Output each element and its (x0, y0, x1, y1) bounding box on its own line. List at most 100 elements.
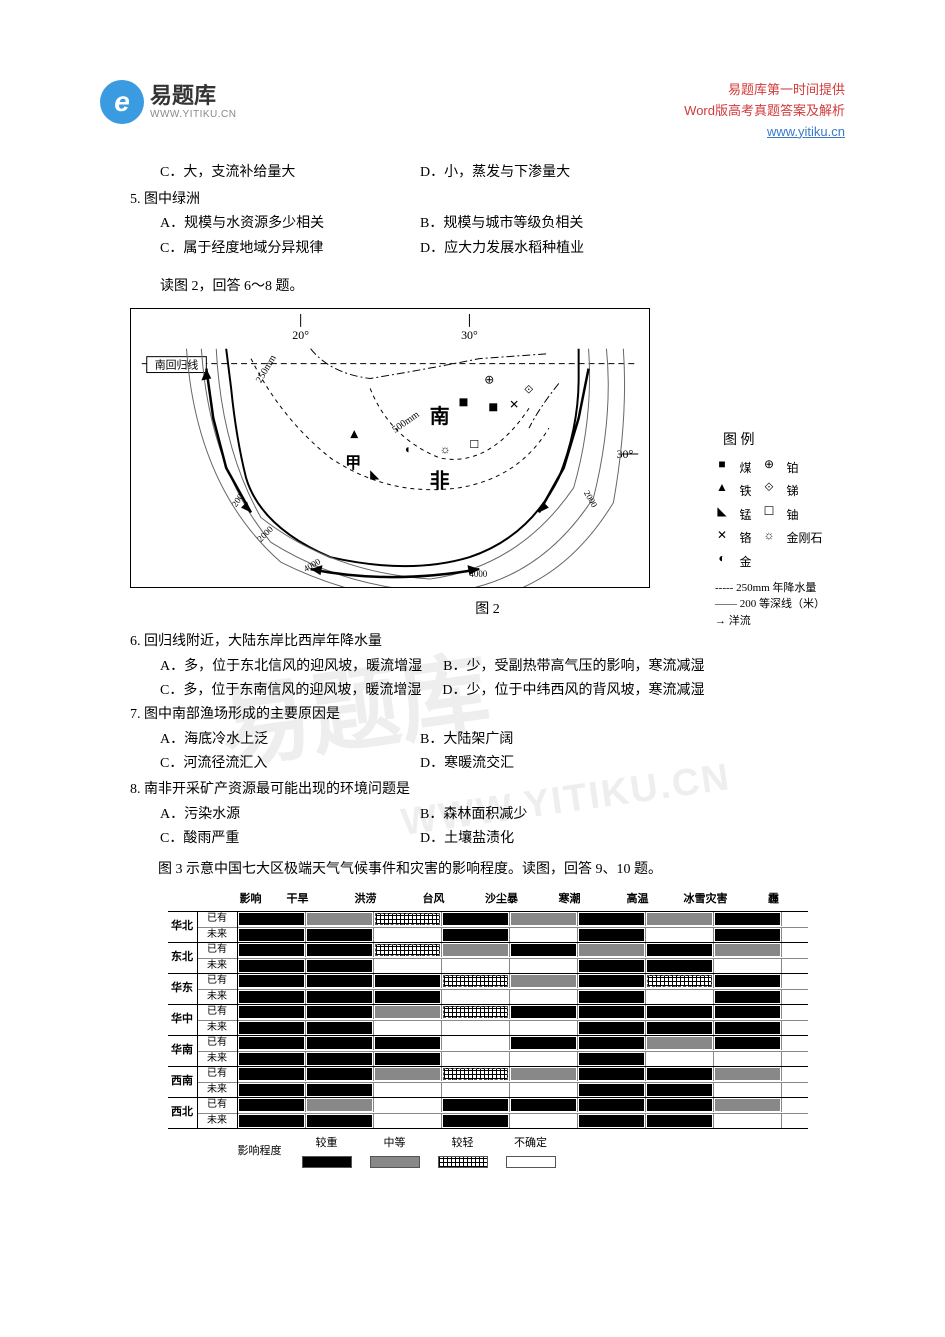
chart3-cell (306, 1021, 374, 1035)
chart3-cell-fill (443, 1006, 508, 1018)
chart3-cell-fill (579, 1115, 644, 1127)
chart3-cell-fill (511, 960, 576, 972)
chart3-cell-fill (511, 1084, 576, 1096)
legend-symbol: ⟐ (762, 481, 776, 495)
chart3-cell (442, 1021, 510, 1035)
map-svg: 20° 30° 南回归线 30° 250mm 50 (130, 308, 650, 588)
chart3-cell-fill (239, 1084, 304, 1096)
legend-symbol: ✕ (715, 528, 729, 542)
chart3-cell (442, 990, 510, 1004)
chart3-cell (442, 1067, 510, 1081)
chart3-cell-fill (443, 1115, 508, 1127)
chart3-hazard-header: 高温 (604, 891, 672, 909)
chart3-region-group: 华中已有未来 (168, 1004, 808, 1035)
chart3-cell (510, 1114, 578, 1128)
legend-label: 铂 (786, 458, 825, 480)
chart3-cell (238, 1005, 306, 1019)
chart3-row: 未来 (198, 989, 808, 1004)
chart3-sub-label: 已有 (198, 1097, 238, 1113)
chart3-cell (306, 959, 374, 973)
chart3-legend-swatch (438, 1156, 488, 1168)
chart3-cell (238, 943, 306, 957)
chart3-sub-label: 未来 (198, 1020, 238, 1036)
chart3-cell-fill (443, 1068, 508, 1080)
q4-opt-c: C．大，支流补给量大 (160, 162, 360, 184)
chart3-legend-swatch (370, 1156, 420, 1168)
chart3-cell (714, 1114, 782, 1128)
chart3-cell (510, 1067, 578, 1081)
chart3-cell (646, 959, 714, 973)
chart3-cell (578, 990, 646, 1004)
logo-url: WWW.YITIKU.CN (150, 109, 237, 120)
svg-text:500mm: 500mm (390, 409, 421, 436)
chart3-cell (714, 928, 782, 942)
chart3-cell (442, 959, 510, 973)
chart3-cell-fill (715, 1084, 780, 1096)
chart3-cell-fill (647, 1099, 712, 1111)
chart3-region-label: 华中 (168, 1005, 198, 1035)
legend-symbol: ⊕ (762, 458, 776, 472)
svg-text:◣: ◣ (370, 467, 380, 481)
chart3-region-group: 西南已有未来 (168, 1066, 808, 1097)
chart3-cell (510, 1021, 578, 1035)
chart3-legend-item: 不确定 (506, 1135, 556, 1169)
chart3-cell (306, 1067, 374, 1081)
chart3-legend-swatch (506, 1156, 556, 1168)
chart3-row: 未来 (198, 1082, 808, 1097)
chart3-row: 已有 (198, 974, 808, 989)
chart3-cell-fill (375, 1053, 440, 1065)
chart3-hazard-header: 干旱 (264, 891, 332, 909)
chart3-cell-fill (579, 1006, 644, 1018)
chart3-row: 已有 (198, 1005, 808, 1020)
chart3-cell (714, 912, 782, 926)
chart3-hazard-header: 台风 (400, 891, 468, 909)
q6-stem: 6. 回归线附近，大陆东岸比西岸年降水量 (130, 631, 845, 653)
chart3-row: 已有 (198, 1036, 808, 1051)
chart3-cell-fill (579, 1037, 644, 1049)
chart3-cell (510, 990, 578, 1004)
chart3-cell (306, 1052, 374, 1066)
chart3-region-group: 西北已有未来 (168, 1097, 808, 1128)
chart3-cell (714, 1067, 782, 1081)
legend-label: 铀 (786, 505, 825, 527)
chart3-legend-text: 不确定 (514, 1135, 547, 1153)
chart3-cell (442, 1098, 510, 1112)
q8-opt-b: B．森林面积减少 (420, 804, 620, 826)
chart3-cell (578, 1052, 646, 1066)
svg-text:2000: 2000 (582, 489, 600, 510)
chart3-cell (306, 928, 374, 942)
chart3-hazard-header: 洪涝 (332, 891, 400, 909)
chart3-cell-fill (239, 913, 304, 925)
svg-text:✕: ✕ (509, 398, 519, 412)
chart3-cell (578, 1021, 646, 1035)
q6-opt-a: A．多，位于东北信风的迎风坡，暖流增湿 B．少，受副热带高气压的影响，寒流减湿 (160, 656, 845, 678)
chart3-cell (374, 928, 442, 942)
chart3-sub-label: 已有 (198, 1066, 238, 1082)
instruction-1: 读图 2，回答 6～8 题。 (160, 276, 845, 298)
chart3-cell (646, 1067, 714, 1081)
chart3-cell-fill (307, 991, 372, 1003)
chart3-cell-fill (375, 975, 440, 987)
chart3-cell (238, 1083, 306, 1097)
svg-text:◐: ◐ (405, 442, 412, 456)
svg-text:250mm: 250mm (254, 353, 279, 385)
chart3-sub-label: 已有 (198, 1035, 238, 1051)
chart3-cell (646, 1021, 714, 1035)
legend-label: 煤 (739, 458, 754, 480)
chart3-cell (578, 1083, 646, 1097)
chart3-cell-fill (715, 913, 780, 925)
chart3-row: 已有 (198, 943, 808, 958)
chart3-cell-fill (715, 1006, 780, 1018)
chart3-cell-fill (715, 1099, 780, 1111)
chart3-cell-fill (579, 1068, 644, 1080)
legend-title: 图 例 (723, 428, 825, 453)
chart3-cell-fill (239, 1053, 304, 1065)
chart3-cell (646, 1083, 714, 1097)
chart3-cell-fill (647, 913, 712, 925)
chart3-cell-fill (375, 913, 440, 925)
chart3-cell (306, 1114, 374, 1128)
chart3-cell-fill (511, 1068, 576, 1080)
legend-line: → 洋流 (715, 613, 825, 630)
chart3-cell (578, 959, 646, 973)
chart3-cell (374, 1005, 442, 1019)
